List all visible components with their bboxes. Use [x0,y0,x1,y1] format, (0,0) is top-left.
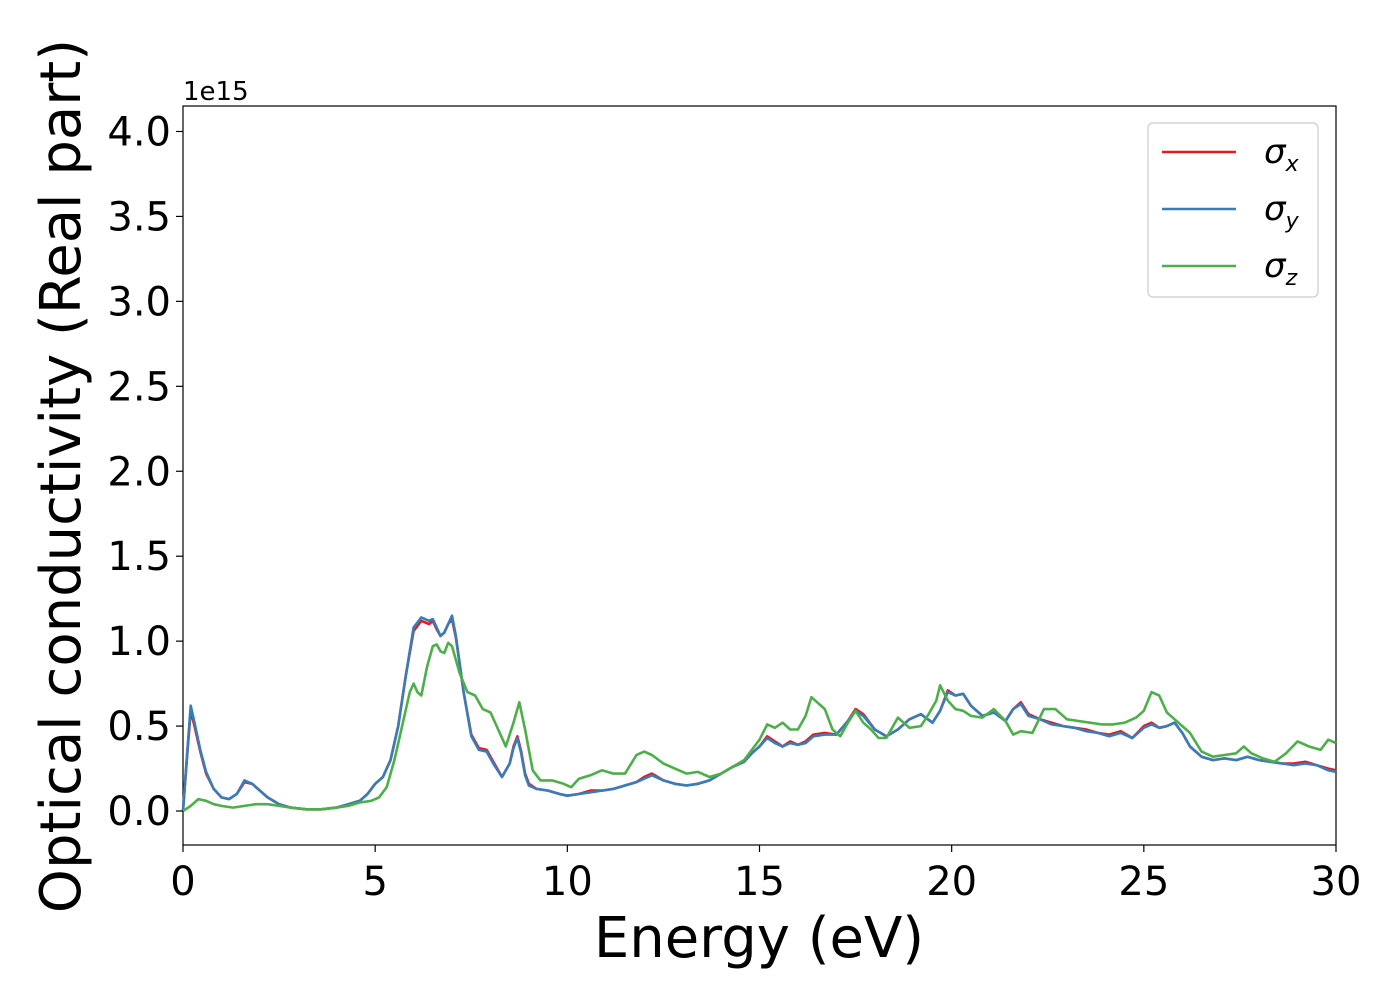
y-tick-label: 1.5 [107,534,171,580]
y-tick-label: 2.5 [107,364,171,410]
x-tick-label: 15 [734,859,785,905]
x-tick-label: 30 [1311,859,1362,905]
x-axis-label: Energy (eV) [594,906,924,971]
y-tick-label: 1.0 [107,619,171,665]
y-axis-label: Optical conductivity (Real part) [29,39,94,913]
y-offset-label: 1e15 [183,77,249,107]
y-tick-label: 0.5 [107,704,171,750]
y-tick-label: 0.0 [107,789,171,835]
y-tick-label: 4.0 [107,109,171,155]
x-tick-label: 20 [926,859,977,905]
x-tick-label: 5 [362,859,387,905]
y-tick-label: 3.5 [107,194,171,240]
x-tick-label: 0 [170,859,195,905]
x-tick-label: 10 [542,859,593,905]
x-tick-label: 25 [1118,859,1169,905]
y-tick-label: 2.0 [107,449,171,495]
y-tick-label: 3.0 [107,279,171,325]
